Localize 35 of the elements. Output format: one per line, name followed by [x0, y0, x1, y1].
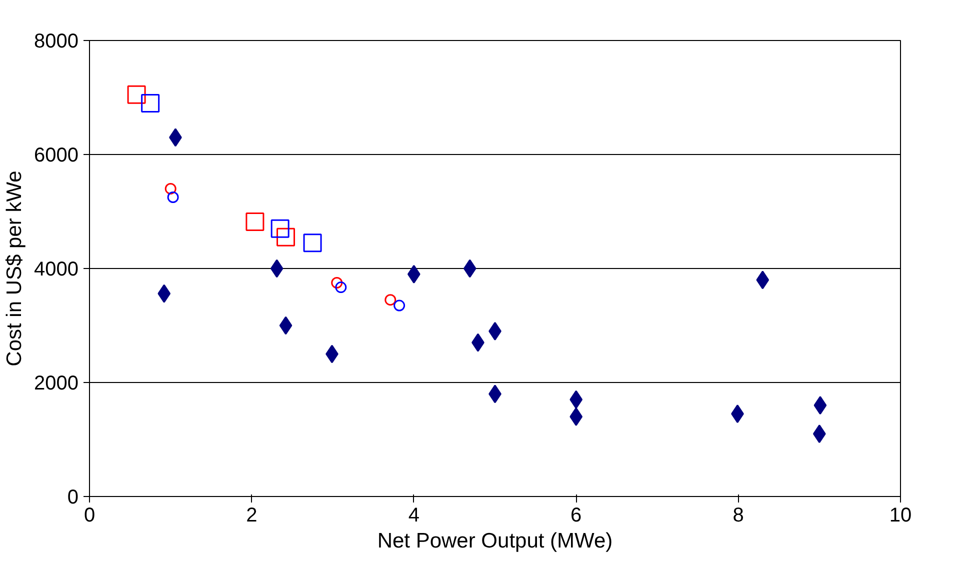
point — [158, 284, 171, 303]
point — [394, 300, 406, 312]
y-axis-title: Cost in US$ per kWe — [3, 170, 26, 366]
point — [335, 282, 347, 294]
point — [246, 212, 264, 232]
x-axis-title: Net Power Output (MWe) — [377, 530, 613, 552]
point — [270, 219, 290, 238]
point — [570, 390, 583, 409]
x-tick-label: 8 — [732, 504, 744, 526]
point — [270, 259, 284, 278]
point — [384, 294, 396, 306]
point — [141, 94, 160, 112]
point — [570, 407, 583, 426]
y-tick-label: 2000 — [34, 372, 79, 394]
x-tick-label: 4 — [408, 504, 420, 526]
point — [756, 270, 770, 290]
y-tick-label: 8000 — [34, 30, 79, 52]
x-tick-label: 10 — [889, 504, 912, 526]
point — [407, 264, 420, 284]
point — [167, 192, 179, 203]
x-tick-label: 2 — [246, 504, 258, 526]
point — [303, 234, 322, 252]
point — [276, 228, 296, 246]
point — [463, 259, 476, 278]
point — [279, 316, 292, 335]
point — [164, 182, 176, 194]
y-tick-label: 6000 — [34, 144, 79, 166]
x-tick-label: 0 — [84, 504, 96, 526]
y-tick-label: 4000 — [34, 258, 79, 280]
point — [127, 85, 146, 104]
point — [812, 424, 826, 444]
point — [814, 396, 827, 415]
y-tick-label: 0 — [67, 486, 78, 508]
point — [331, 277, 343, 288]
x-tick-label: 6 — [570, 504, 582, 526]
